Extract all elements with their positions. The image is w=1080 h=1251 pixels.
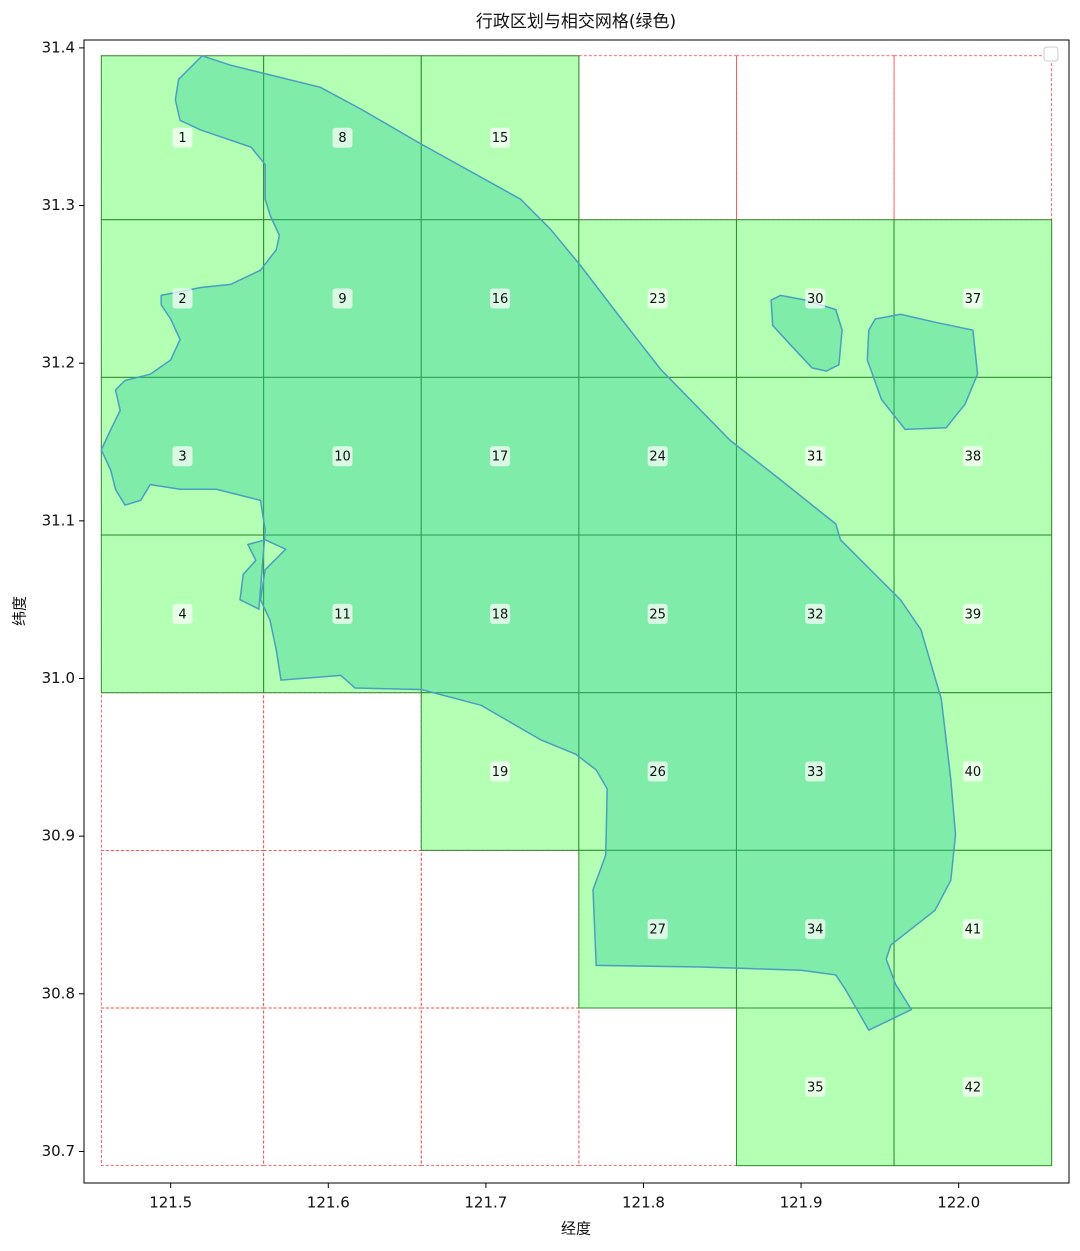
cell-label: 42 bbox=[965, 1080, 982, 1095]
grid-cell bbox=[100, 849, 265, 1009]
region-polygon bbox=[100, 54, 957, 1032]
cell-label-box bbox=[172, 446, 193, 467]
cell-label: 2 bbox=[178, 292, 186, 307]
cell-label-box bbox=[332, 603, 353, 624]
grid-cell bbox=[420, 849, 580, 1009]
cell-label: 19 bbox=[492, 765, 509, 780]
cell-label-box bbox=[647, 603, 668, 624]
cell-label: 4 bbox=[178, 607, 186, 622]
grid-cell bbox=[736, 55, 895, 221]
cell-label: 31 bbox=[807, 450, 824, 465]
cell-label: 18 bbox=[492, 607, 509, 622]
cell-label-box bbox=[805, 1076, 826, 1097]
cell-label-box bbox=[647, 919, 668, 940]
y-tick-label: 30.7 bbox=[42, 1142, 75, 1160]
cell-label: 38 bbox=[965, 450, 982, 465]
cell-label-box bbox=[962, 288, 983, 309]
cell-label: 17 bbox=[492, 450, 509, 465]
cell-label: 10 bbox=[334, 450, 351, 465]
cell-label: 26 bbox=[649, 765, 666, 780]
cell-label: 25 bbox=[649, 607, 666, 622]
cell-label-box bbox=[490, 127, 511, 148]
grid-cell bbox=[263, 849, 422, 1009]
grid-cell bbox=[578, 1007, 737, 1167]
cell-label: 40 bbox=[965, 765, 982, 780]
cell-label: 35 bbox=[807, 1080, 824, 1095]
cell-label-box bbox=[962, 919, 983, 940]
region-polygon bbox=[770, 294, 843, 372]
cell-label-box bbox=[962, 603, 983, 624]
cell-label: 11 bbox=[334, 607, 351, 622]
x-tick-label: 121.6 bbox=[307, 1194, 350, 1212]
cell-label-box bbox=[805, 288, 826, 309]
cell-label-box bbox=[647, 288, 668, 309]
y-axis-label: 纬度 bbox=[11, 596, 29, 626]
y-tick-label: 30.9 bbox=[42, 827, 75, 845]
grid-cell bbox=[100, 692, 265, 851]
cell-label-box bbox=[962, 1076, 983, 1097]
axis-layer: 121.5 121.6 121.7 121.8 121.9 122.0 30.7 30.8 30… bbox=[42, 38, 981, 1211]
region-polygon bbox=[866, 313, 979, 431]
y-tick-label: 31.3 bbox=[42, 196, 75, 214]
cell-label: 24 bbox=[649, 450, 666, 465]
chart-title: 行政区划与相交网格(绿色) bbox=[476, 12, 676, 32]
x-tick-label: 121.7 bbox=[464, 1194, 507, 1212]
cell-label-box bbox=[805, 446, 826, 467]
cell-label: 23 bbox=[649, 292, 666, 307]
cell-label-box bbox=[332, 127, 353, 148]
x-tick-label: 121.5 bbox=[149, 1194, 192, 1212]
cell-label: 8 bbox=[338, 131, 346, 146]
label-layer: 1234891011151617181923242526273031323334… bbox=[172, 127, 983, 1097]
cell-label-box bbox=[490, 446, 511, 467]
cell-label-box bbox=[805, 761, 826, 782]
cell-label: 33 bbox=[807, 765, 824, 780]
cell-label-box bbox=[332, 288, 353, 309]
y-tick-label: 31.2 bbox=[42, 354, 75, 372]
cell-label: 32 bbox=[807, 607, 824, 622]
x-tick-label: 121.8 bbox=[622, 1194, 665, 1212]
cell-label: 27 bbox=[649, 923, 666, 938]
cell-label-box bbox=[332, 446, 353, 467]
cell-label-box bbox=[647, 446, 668, 467]
cell-label-box bbox=[172, 127, 193, 148]
grid-cell bbox=[100, 1007, 265, 1167]
cell-label-box bbox=[490, 603, 511, 624]
cell-label-box bbox=[962, 446, 983, 467]
cell-label: 30 bbox=[807, 292, 824, 307]
grid-cell bbox=[263, 692, 422, 851]
y-tick-label: 31.0 bbox=[42, 669, 75, 687]
cell-label: 34 bbox=[807, 923, 824, 938]
cell-label-box bbox=[647, 761, 668, 782]
y-tick-label: 30.8 bbox=[42, 984, 75, 1002]
grid-cell bbox=[578, 55, 737, 221]
cell-label-box bbox=[962, 761, 983, 782]
y-tick-label: 31.4 bbox=[42, 38, 75, 56]
cell-label-box bbox=[805, 603, 826, 624]
grid-cell bbox=[263, 1007, 422, 1167]
cell-label: 16 bbox=[492, 292, 509, 307]
y-tick-label: 31.1 bbox=[42, 511, 75, 529]
cell-label-box bbox=[805, 919, 826, 940]
grid-cell bbox=[420, 1007, 580, 1167]
cell-label: 41 bbox=[965, 923, 982, 938]
x-tick-label: 122.0 bbox=[937, 1194, 980, 1212]
x-axis-label: 经度 bbox=[561, 1220, 591, 1238]
cell-label-box bbox=[172, 288, 193, 309]
cell-label-box bbox=[172, 603, 193, 624]
x-tick-label: 121.9 bbox=[780, 1194, 823, 1212]
cell-label: 9 bbox=[338, 292, 346, 307]
grid-cell bbox=[893, 55, 1053, 221]
plot-frame bbox=[83, 39, 1070, 1184]
cell-label: 37 bbox=[965, 292, 982, 307]
cell-label: 3 bbox=[178, 450, 186, 465]
cell-label: 1 bbox=[178, 131, 186, 146]
cell-label-box bbox=[490, 761, 511, 782]
cell-label: 39 bbox=[965, 607, 982, 622]
cell-label: 15 bbox=[492, 131, 509, 146]
region-layer bbox=[100, 54, 979, 1032]
empty-legend bbox=[1043, 46, 1059, 62]
cell-label-box bbox=[490, 288, 511, 309]
